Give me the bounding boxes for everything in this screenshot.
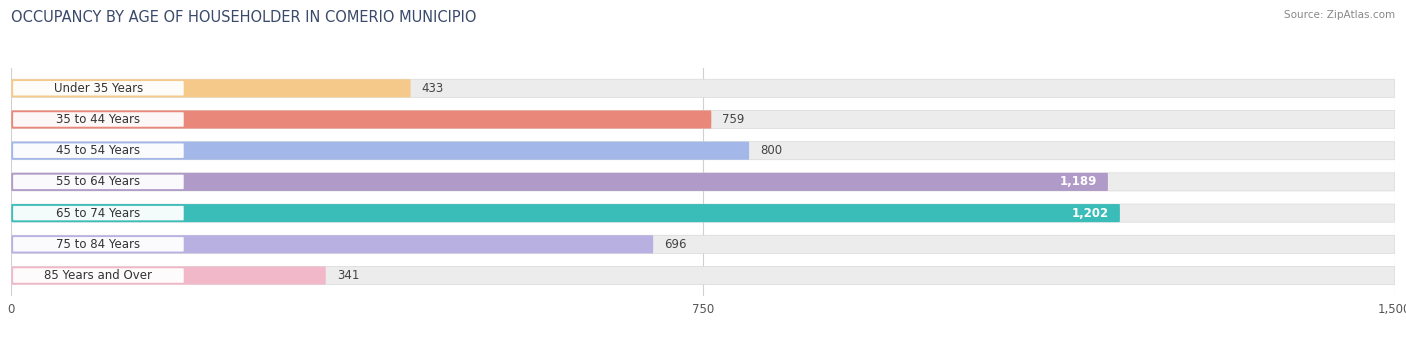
Text: 45 to 54 Years: 45 to 54 Years [56,144,141,157]
Text: 55 to 64 Years: 55 to 64 Years [56,175,141,188]
Text: Source: ZipAtlas.com: Source: ZipAtlas.com [1284,10,1395,20]
Text: 35 to 44 Years: 35 to 44 Years [56,113,141,126]
FancyBboxPatch shape [11,204,1121,222]
Text: 759: 759 [723,113,745,126]
FancyBboxPatch shape [13,143,184,158]
Text: 85 Years and Over: 85 Years and Over [45,269,152,282]
Text: 1,189: 1,189 [1060,175,1097,188]
FancyBboxPatch shape [13,237,184,252]
FancyBboxPatch shape [11,142,1395,160]
FancyBboxPatch shape [13,268,184,283]
Text: 341: 341 [337,269,359,282]
FancyBboxPatch shape [11,79,1395,97]
Text: 800: 800 [761,144,782,157]
FancyBboxPatch shape [11,173,1395,191]
Text: OCCUPANCY BY AGE OF HOUSEHOLDER IN COMERIO MUNICIPIO: OCCUPANCY BY AGE OF HOUSEHOLDER IN COMER… [11,10,477,25]
Text: 65 to 74 Years: 65 to 74 Years [56,207,141,220]
Text: Under 35 Years: Under 35 Years [53,82,143,95]
Text: 433: 433 [422,82,444,95]
FancyBboxPatch shape [11,267,1395,285]
FancyBboxPatch shape [11,235,1395,253]
Text: 696: 696 [664,238,686,251]
FancyBboxPatch shape [13,81,184,96]
FancyBboxPatch shape [13,175,184,189]
FancyBboxPatch shape [11,110,711,129]
Text: 1,202: 1,202 [1071,207,1109,220]
FancyBboxPatch shape [13,206,184,220]
FancyBboxPatch shape [11,204,1395,222]
FancyBboxPatch shape [11,235,654,253]
Text: 75 to 84 Years: 75 to 84 Years [56,238,141,251]
FancyBboxPatch shape [11,110,1395,129]
FancyBboxPatch shape [11,173,1108,191]
FancyBboxPatch shape [11,79,411,97]
FancyBboxPatch shape [11,142,749,160]
FancyBboxPatch shape [13,112,184,127]
FancyBboxPatch shape [11,267,326,285]
